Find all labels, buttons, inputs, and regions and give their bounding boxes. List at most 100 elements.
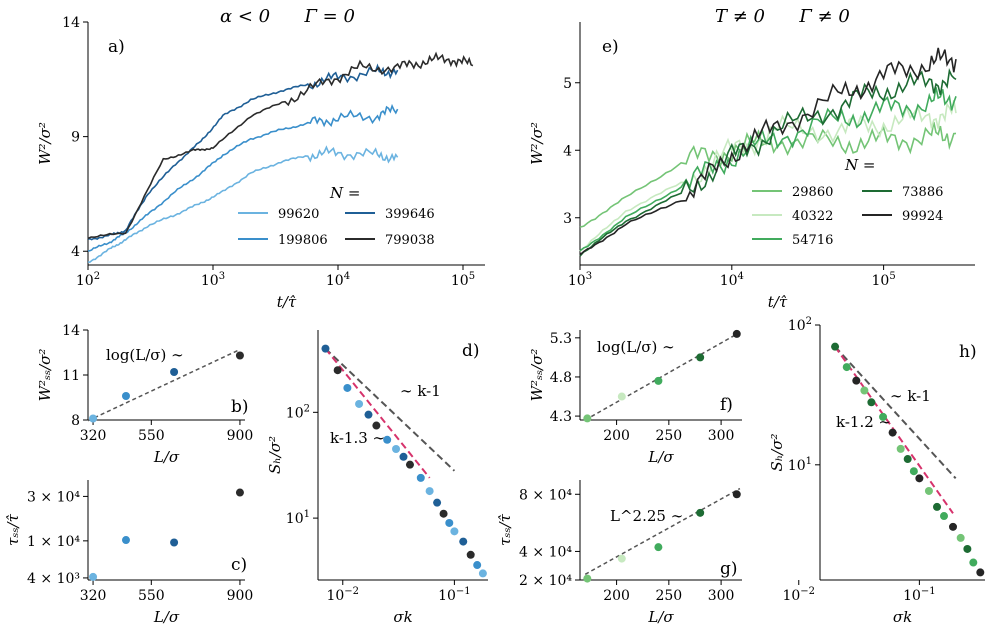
g-point xyxy=(583,574,592,583)
b-ytick-label: 11 xyxy=(62,368,80,384)
e-panel-label: e) xyxy=(602,37,619,57)
d-xtick-exp: −2 xyxy=(344,586,359,597)
f-xtick-label: 300 xyxy=(708,428,735,444)
h-point xyxy=(924,486,933,495)
d-ytick-exp: 1 xyxy=(304,509,310,520)
d-point xyxy=(466,550,475,559)
d-fit-line-1 xyxy=(324,348,431,479)
f-xtick-label: 250 xyxy=(655,428,682,444)
g-fit-line xyxy=(584,487,741,575)
d-xtick-label: 10−1 xyxy=(438,586,471,604)
h-ytick-base: 10 xyxy=(788,458,806,474)
h-ytick-exp: 1 xyxy=(806,456,812,467)
g-ytick-label: 2 × 10⁴ xyxy=(519,573,572,589)
d-xtick-exp: −1 xyxy=(456,586,471,597)
h-annotation-0: ∼ k-1 xyxy=(890,387,931,405)
h-xtick-exp: −2 xyxy=(800,586,815,597)
d-point xyxy=(405,460,414,469)
a-xtick-label: 105 xyxy=(451,271,475,289)
d-point xyxy=(321,344,330,353)
a-legend-label: 399646 xyxy=(385,207,435,222)
f-fit-line xyxy=(584,331,741,421)
h-point xyxy=(933,502,942,511)
h-point xyxy=(867,398,876,407)
a-xlabel: t/τ̂ xyxy=(277,293,297,311)
e-xtick-exp: 5 xyxy=(889,271,895,282)
d-ytick-label: 101 xyxy=(286,509,310,527)
d-point xyxy=(425,487,434,496)
a-xtick-exp: 2 xyxy=(94,271,100,282)
f-point xyxy=(617,392,626,401)
d-annotation-1: k-1.3 ∼ xyxy=(330,429,385,447)
c-xtick-label: 550 xyxy=(138,588,165,604)
e-series-40322 xyxy=(579,99,957,252)
d-point xyxy=(450,527,459,536)
e-xtick-label: 104 xyxy=(720,271,744,289)
a-xtick-exp: 5 xyxy=(469,271,475,282)
b-xtick-label: 320 xyxy=(80,428,107,444)
b-point xyxy=(121,392,130,400)
e-legend-title: N = xyxy=(844,156,875,174)
h-point xyxy=(888,428,897,437)
h-point xyxy=(860,386,869,395)
d-point xyxy=(459,537,468,546)
c-point xyxy=(235,488,244,497)
d-ytick-base: 10 xyxy=(286,511,304,527)
e-ytick-label: 5 xyxy=(563,76,572,92)
c-ytick-label: 3 × 10⁴ xyxy=(27,489,80,505)
d-point xyxy=(392,445,401,454)
d-ytick-label: 102 xyxy=(286,403,310,421)
g-point xyxy=(617,554,626,563)
d-point xyxy=(416,473,425,482)
c-ytick-label: 4 × 10³ xyxy=(27,571,80,587)
g-point xyxy=(696,508,705,517)
e-legend-label: 73886 xyxy=(902,185,943,200)
h-ytick-label: 102 xyxy=(788,316,812,334)
h-point xyxy=(909,467,918,476)
e-legend-label: 40322 xyxy=(792,209,833,224)
h-point xyxy=(915,474,924,483)
h-point xyxy=(831,342,840,351)
e-legend-label: 29860 xyxy=(792,185,833,200)
e-xtick-exp: 3 xyxy=(586,271,592,282)
a-series-99620 xyxy=(87,145,399,264)
b-ytick-label: 8 xyxy=(71,413,80,429)
e-series-73886 xyxy=(579,68,957,257)
d-ytick-exp: 2 xyxy=(304,403,310,414)
a-xtick-exp: 4 xyxy=(344,271,350,282)
h-point xyxy=(903,455,912,464)
d-point xyxy=(355,399,364,408)
g-point xyxy=(654,543,663,552)
d-point xyxy=(478,569,487,578)
a-xtick-label: 102 xyxy=(76,271,100,289)
a-ytick-label: 4 xyxy=(71,244,80,260)
b-point xyxy=(170,368,179,376)
d-point xyxy=(473,561,482,570)
b-xtick-label: 550 xyxy=(138,428,165,444)
g-ylabel: τₛₛ/τ̂ xyxy=(496,513,514,545)
c-ytick-label: 1 × 10⁴ xyxy=(27,534,80,550)
h-panel-label: h) xyxy=(959,342,977,362)
d-ylabel: Sₕ/σ² xyxy=(266,436,284,474)
g-xtick-label: 300 xyxy=(708,588,735,604)
c-xlabel: L/σ xyxy=(153,608,180,626)
d-point xyxy=(433,498,442,507)
f-xtick-label: 200 xyxy=(603,428,630,444)
e-ytick-label: 4 xyxy=(563,143,572,159)
f-ytick-label: 5.3 xyxy=(550,331,572,347)
h-xtick-label: 10−2 xyxy=(782,586,815,604)
e-xtick-label: 105 xyxy=(872,271,896,289)
h-point xyxy=(969,558,978,567)
g-ytick-label: 4 × 10⁴ xyxy=(519,544,572,560)
a-legend-label: 99620 xyxy=(278,207,319,222)
h-xtick-label: 10−1 xyxy=(903,586,936,604)
g-panel-label: g) xyxy=(720,559,738,579)
h-point xyxy=(956,533,965,542)
d-point xyxy=(372,421,381,430)
c-point xyxy=(121,536,130,545)
a-xtick-label: 103 xyxy=(201,271,225,289)
a-ylabel: W²/σ² xyxy=(36,122,54,165)
g-annotation: L^2.25 ∼ xyxy=(610,507,683,525)
a-legend-label: 799038 xyxy=(385,233,435,248)
